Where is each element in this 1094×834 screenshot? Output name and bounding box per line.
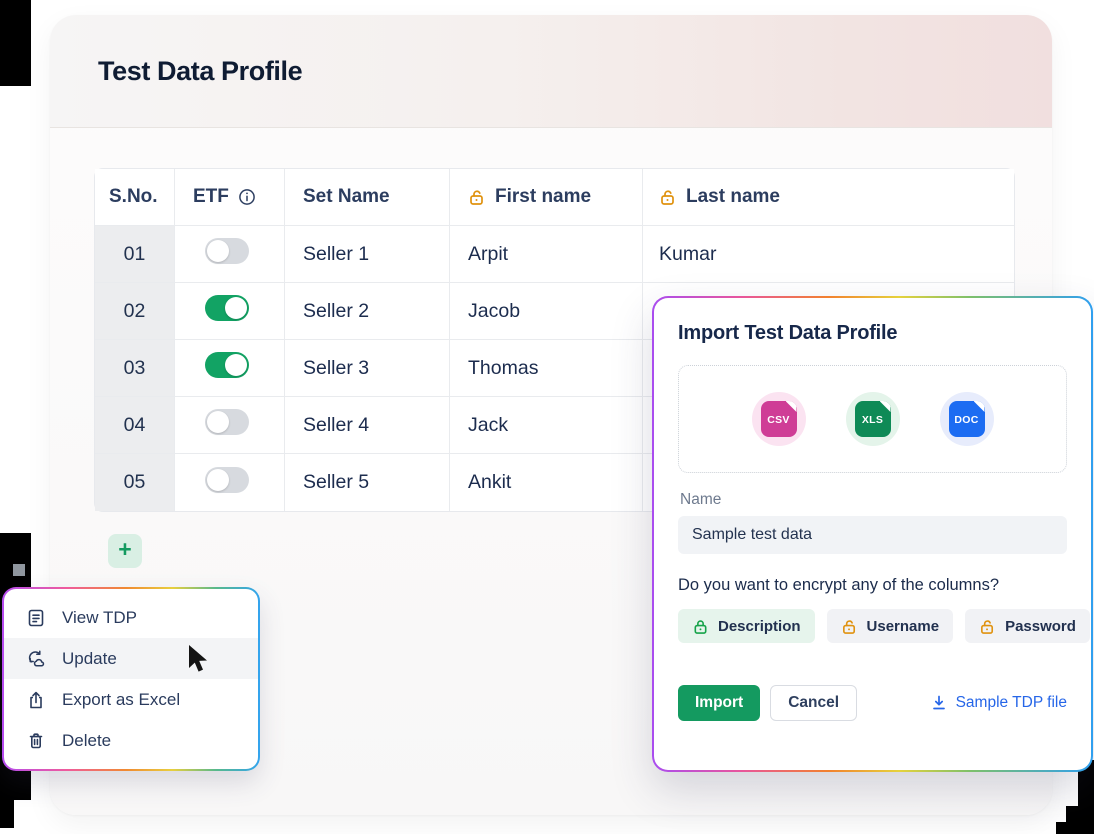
- background-patch: [0, 0, 31, 86]
- export-icon: [30, 691, 42, 708]
- cell-sno: 03: [95, 340, 175, 397]
- card-header: Test Data Profile: [50, 15, 1052, 128]
- chip-password[interactable]: Password: [965, 609, 1090, 643]
- encrypt-question: Do you want to encrypt any of the column…: [678, 576, 1000, 594]
- page-fold: [879, 401, 891, 412]
- menu-item-label: Delete: [62, 730, 112, 750]
- cancel-button[interactable]: Cancel: [770, 685, 858, 721]
- name-field-label: Name: [680, 491, 722, 508]
- menu-item-delete[interactable]: Delete: [4, 720, 258, 761]
- column-header-first-name: First name: [450, 169, 643, 226]
- menu-item-export-excel[interactable]: Export as Excel: [4, 679, 258, 720]
- lock-open-icon: [842, 619, 855, 634]
- doc-label: DOC: [954, 413, 979, 426]
- etf-toggle[interactable]: [205, 238, 249, 264]
- page-fold: [973, 401, 985, 412]
- file-dropzone[interactable]: CSV XLS DOC: [678, 365, 1067, 473]
- csv-file-icon: CSV: [760, 401, 797, 437]
- cell-sno: 05: [95, 454, 175, 511]
- page-title: Test Data Profile: [98, 55, 303, 86]
- cell-sno: 01: [95, 226, 175, 283]
- chip-username[interactable]: Username: [826, 609, 954, 643]
- chip-label: Username: [866, 617, 940, 635]
- menu-item-label: View TDP: [62, 607, 137, 627]
- chip-label: Description: [718, 617, 801, 635]
- etf-toggle[interactable]: [205, 352, 249, 378]
- doc-halo: DOC: [939, 392, 994, 446]
- download-icon: [932, 695, 945, 710]
- first-name-label: First name: [495, 186, 592, 207]
- last-name-label: Last name: [686, 186, 780, 207]
- add-row-button[interactable]: +: [108, 534, 142, 568]
- xls-file-icon: XLS: [854, 401, 891, 437]
- column-header-sno: S.No.: [95, 169, 175, 226]
- cell-set-name: Seller 3: [285, 340, 450, 397]
- etf-toggle[interactable]: [205, 295, 249, 321]
- sync-cloud-icon: [28, 649, 45, 667]
- import-button[interactable]: Import: [678, 685, 761, 721]
- modal-actions: Import Cancel Sample TDP file: [678, 685, 1067, 721]
- name-input[interactable]: [678, 516, 1067, 554]
- column-header-etf: ETF: [175, 169, 285, 226]
- cell-set-name: Seller 1: [285, 226, 450, 283]
- csv-halo: CSV: [751, 392, 806, 446]
- cell-set-name: Seller 2: [285, 283, 450, 340]
- xls-label: XLS: [861, 413, 884, 426]
- cell-first-name: Thomas: [450, 340, 643, 397]
- cell-set-name: Seller 5: [285, 454, 450, 511]
- cell-sno: 04: [95, 397, 175, 454]
- lock-open-icon: [981, 619, 994, 634]
- modal-title: Import Test Data Profile: [678, 322, 898, 344]
- chip-label: Password: [1005, 617, 1076, 635]
- menu-item-label: Export as Excel: [62, 689, 181, 709]
- page-fold: [785, 401, 797, 412]
- etf-label: ETF: [193, 186, 229, 207]
- etf-toggle[interactable]: [205, 409, 249, 435]
- xls-halo: XLS: [845, 392, 900, 446]
- sample-tdp-link-label: Sample TDP file: [955, 694, 1067, 711]
- background-patch: [1056, 822, 1094, 834]
- column-header-last-name: Last name: [643, 169, 1014, 226]
- cell-first-name: Arpit: [450, 226, 643, 283]
- table-header-row: S.No. ETF Set Name First name Last name: [95, 169, 1014, 226]
- sample-tdp-link[interactable]: Sample TDP file: [930, 694, 1067, 712]
- info-icon[interactable]: [238, 188, 256, 206]
- lock-open-icon: [661, 190, 674, 205]
- row-context-menu: View TDP Update Export as Excel Delete: [2, 587, 260, 771]
- import-modal: Import Test Data Profile CSV XLS: [652, 296, 1093, 772]
- column-header-set-name: Set Name: [285, 169, 450, 226]
- cell-first-name: Ankit: [450, 454, 643, 511]
- cell-set-name: Seller 4: [285, 397, 450, 454]
- lock-open-icon: [470, 190, 483, 205]
- doc-file-icon: DOC: [948, 401, 985, 437]
- document-icon: [28, 609, 44, 626]
- encrypt-chips: Description Username Password: [678, 609, 1090, 643]
- menu-item-update[interactable]: Update: [4, 638, 258, 679]
- menu-item-label: Update: [62, 648, 117, 668]
- chip-description[interactable]: Description: [678, 609, 815, 643]
- etf-toggle[interactable]: [205, 466, 249, 493]
- lock-closed-icon: [694, 619, 707, 634]
- table-row: 01 Seller 1 Arpit Kumar: [95, 226, 1014, 283]
- cell-sno: 02: [95, 283, 175, 340]
- background-patch: [0, 800, 14, 828]
- trash-icon: [29, 732, 43, 748]
- background-patch: [13, 564, 25, 576]
- cell-first-name: Jacob: [450, 283, 643, 340]
- csv-label: CSV: [767, 413, 790, 426]
- menu-item-view-tdp[interactable]: View TDP: [4, 597, 258, 638]
- cell-first-name: Jack: [450, 397, 643, 454]
- cell-last-name: Kumar: [643, 226, 1014, 283]
